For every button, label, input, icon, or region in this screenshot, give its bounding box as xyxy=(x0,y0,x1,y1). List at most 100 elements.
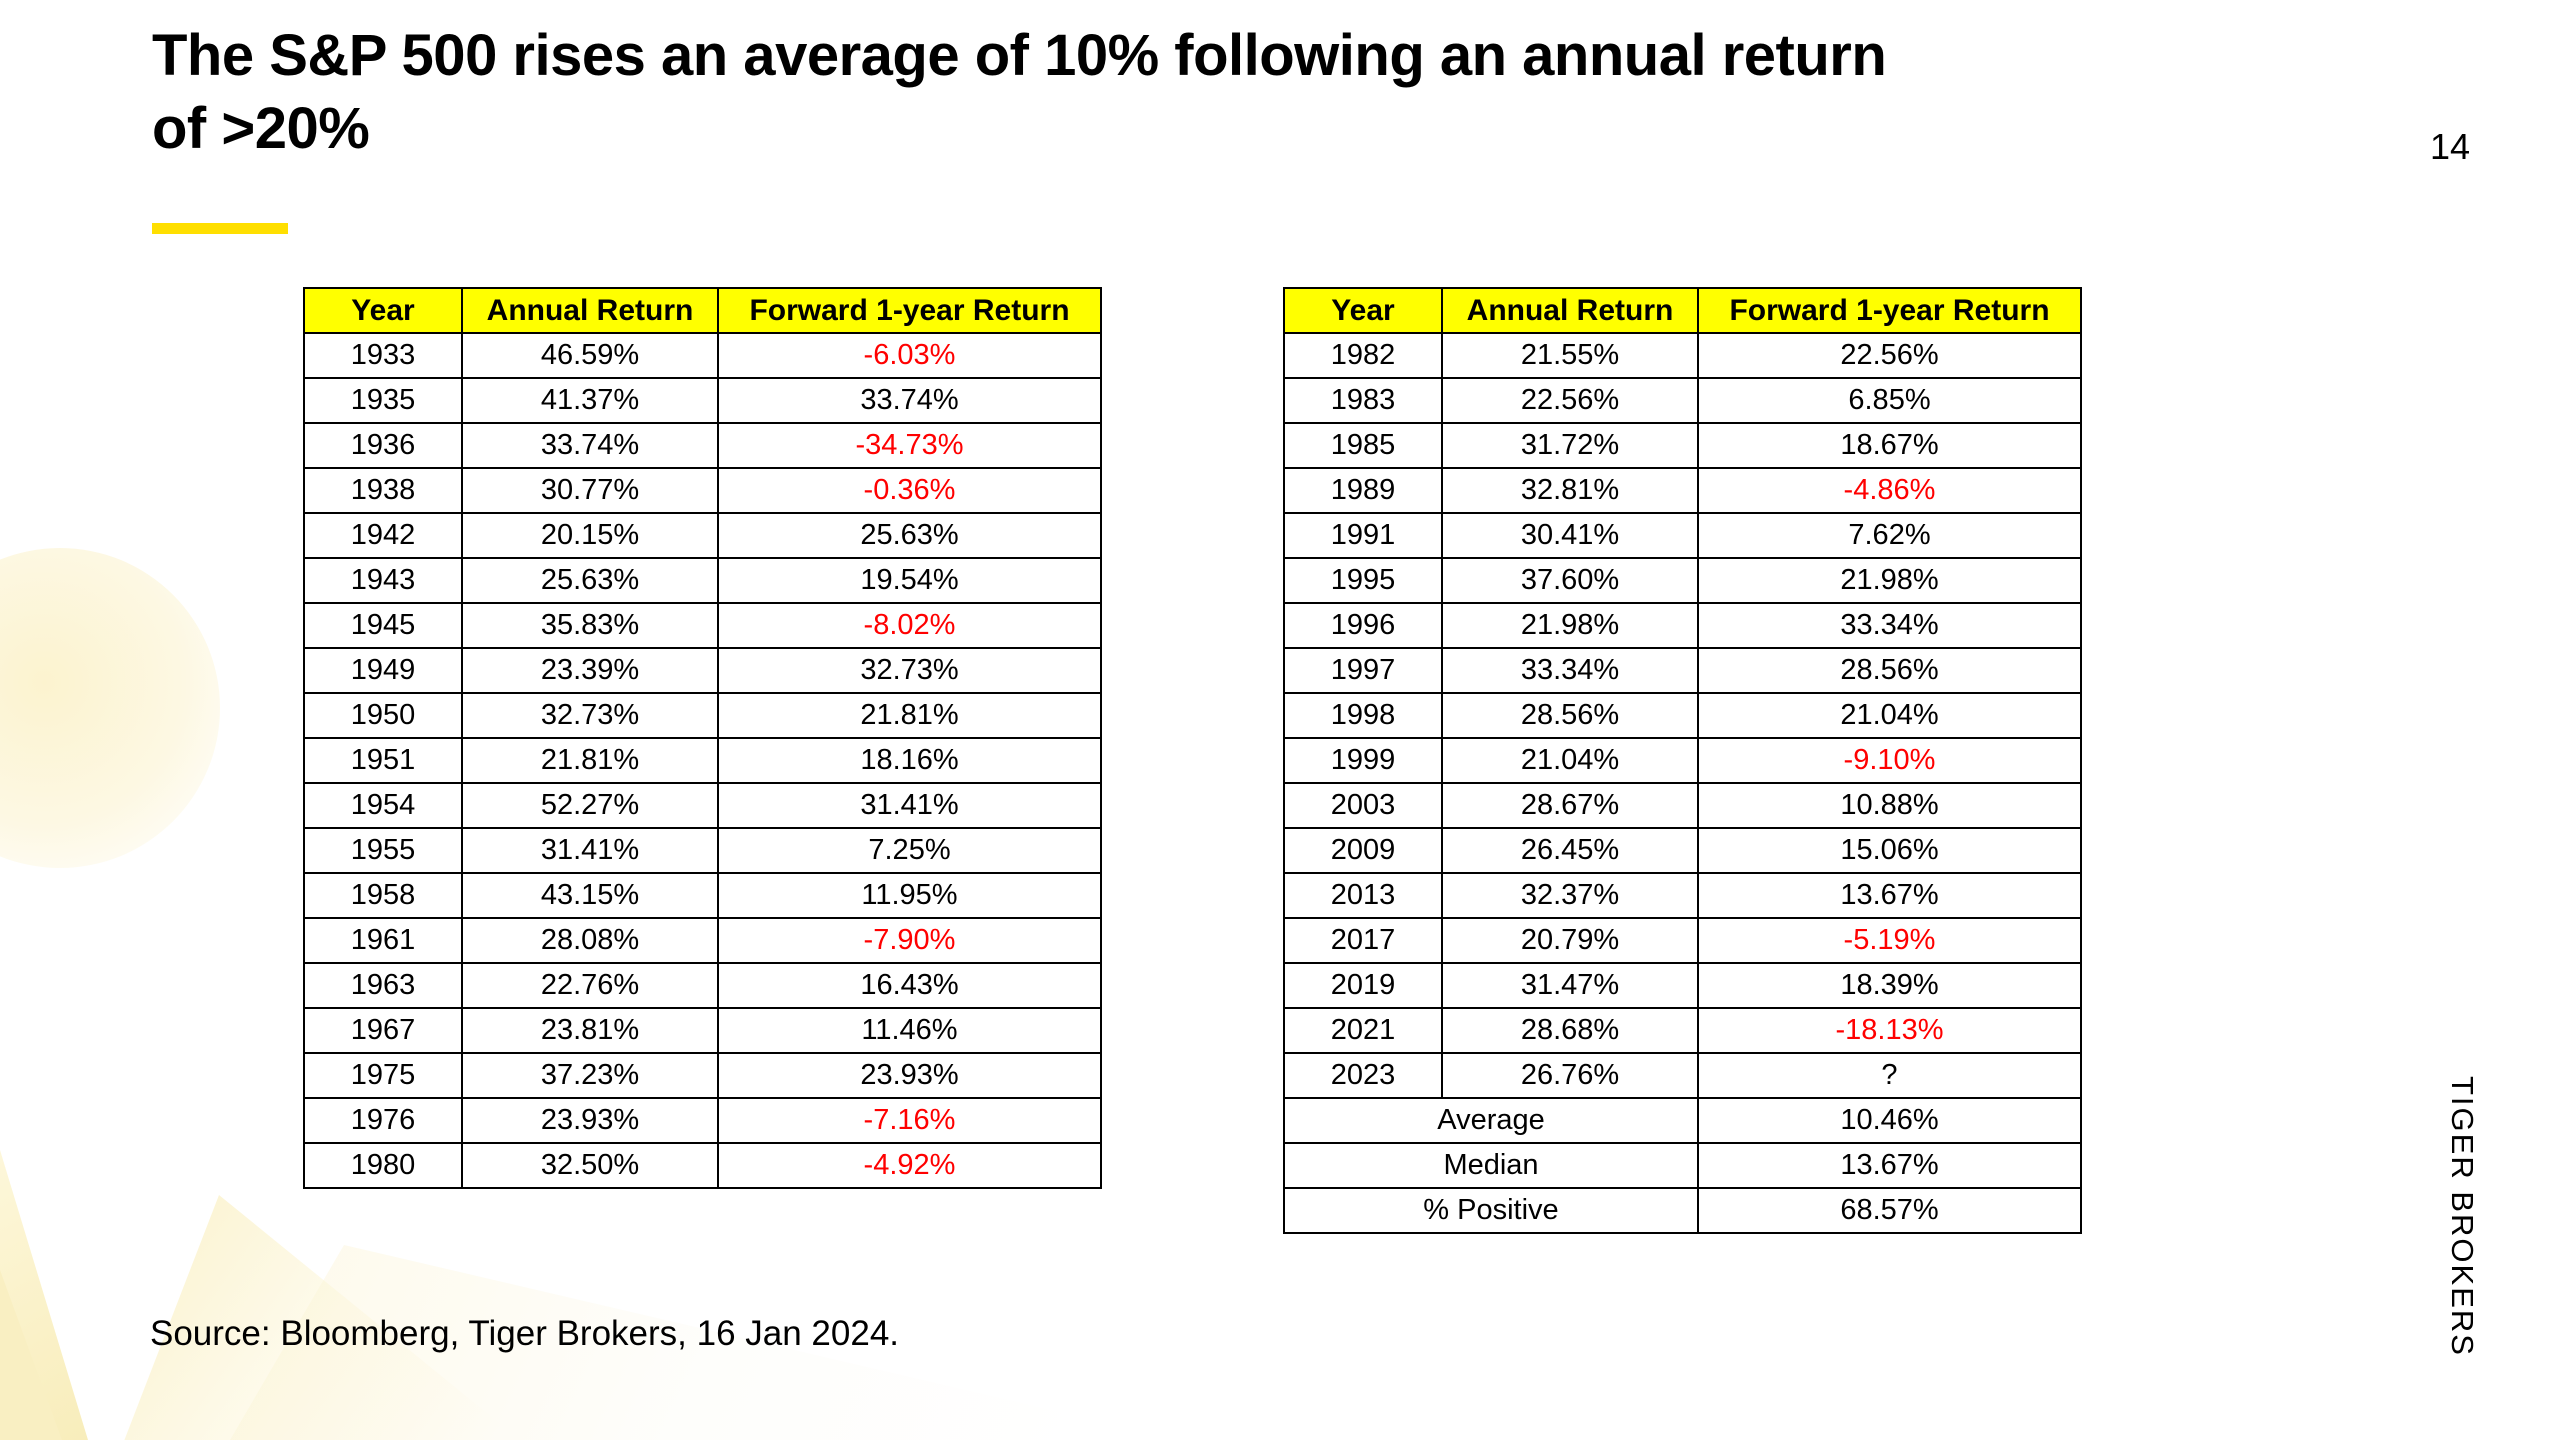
table-row: 1949 23.39% 32.73% xyxy=(303,647,1102,694)
forward-return-cell: -4.92% xyxy=(717,1142,1102,1189)
table-row: 2017 20.79% -5.19% xyxy=(1283,917,2082,964)
year-cell: 1995 xyxy=(1283,557,1443,604)
forward-return-cell: ? xyxy=(1697,1052,2082,1099)
annual-return-cell: 23.81% xyxy=(461,1007,719,1054)
table-row: 1983 22.56% 6.85% xyxy=(1283,377,2082,424)
year-cell: 1933 xyxy=(303,332,463,379)
annual-return-cell: 31.41% xyxy=(461,827,719,874)
table-row: 2021 28.68% -18.13% xyxy=(1283,1007,2082,1054)
forward-return-cell: 19.54% xyxy=(717,557,1102,604)
table-header-cell: Annual Return xyxy=(1441,287,1699,334)
year-cell: 1951 xyxy=(303,737,463,784)
summary-label-cell: Median xyxy=(1283,1142,1699,1189)
annual-return-cell: 31.47% xyxy=(1441,962,1699,1009)
page-title-line-1: The S&P 500 rises an average of 10% foll… xyxy=(152,23,1887,88)
table-row: 1942 20.15% 25.63% xyxy=(303,512,1102,559)
table-header-row: Year Annual Return Forward 1-year Return xyxy=(1283,287,2082,334)
table-header-cell: Year xyxy=(303,287,463,334)
table-row: 1954 52.27% 31.41% xyxy=(303,782,1102,829)
table-row: 1967 23.81% 11.46% xyxy=(303,1007,1102,1054)
forward-return-cell: -18.13% xyxy=(1697,1007,2082,1054)
year-cell: 1961 xyxy=(303,917,463,964)
table-row: 1996 21.98% 33.34% xyxy=(1283,602,2082,649)
page-title: The S&P 500 rises an average of 10% foll… xyxy=(152,20,2452,165)
annual-return-cell: 26.76% xyxy=(1441,1052,1699,1099)
year-cell: 1938 xyxy=(303,467,463,514)
table-row: 1963 22.76% 16.43% xyxy=(303,962,1102,1009)
table-row: 1945 35.83% -8.02% xyxy=(303,602,1102,649)
table-row: 1936 33.74% -34.73% xyxy=(303,422,1102,469)
annual-return-cell: 37.23% xyxy=(461,1052,719,1099)
annual-return-cell: 21.81% xyxy=(461,737,719,784)
forward-return-cell: 21.81% xyxy=(717,692,1102,739)
annual-return-cell: 20.15% xyxy=(461,512,719,559)
summary-label-cell: Average xyxy=(1283,1097,1699,1144)
table-row: 1989 32.81% -4.86% xyxy=(1283,467,2082,514)
forward-return-cell: -6.03% xyxy=(717,332,1102,379)
forward-return-cell: 31.41% xyxy=(717,782,1102,829)
forward-return-cell: 15.06% xyxy=(1697,827,2082,874)
annual-return-cell: 23.93% xyxy=(461,1097,719,1144)
year-cell: 1997 xyxy=(1283,647,1443,694)
annual-return-cell: 46.59% xyxy=(461,332,719,379)
year-cell: 1967 xyxy=(303,1007,463,1054)
annual-return-cell: 32.37% xyxy=(1441,872,1699,919)
table-row: 1935 41.37% 33.74% xyxy=(303,377,1102,424)
annual-return-cell: 35.83% xyxy=(461,602,719,649)
annual-return-cell: 33.74% xyxy=(461,422,719,469)
annual-return-cell: 30.77% xyxy=(461,467,719,514)
forward-return-cell: 33.34% xyxy=(1697,602,2082,649)
year-cell: 2017 xyxy=(1283,917,1443,964)
forward-return-cell: 13.67% xyxy=(1697,872,2082,919)
year-cell: 1942 xyxy=(303,512,463,559)
forward-return-cell: -5.19% xyxy=(1697,917,2082,964)
table-row: 2013 32.37% 13.67% xyxy=(1283,872,2082,919)
forward-return-cell: 25.63% xyxy=(717,512,1102,559)
table-row: 1995 37.60% 21.98% xyxy=(1283,557,2082,604)
summary-label-cell: % Positive xyxy=(1283,1187,1699,1234)
forward-return-cell: 10.88% xyxy=(1697,782,2082,829)
annual-return-cell: 28.68% xyxy=(1441,1007,1699,1054)
year-cell: 1975 xyxy=(303,1052,463,1099)
page-number: 14 xyxy=(2430,126,2471,167)
table-row: 2019 31.47% 18.39% xyxy=(1283,962,2082,1009)
year-cell: 1976 xyxy=(303,1097,463,1144)
forward-return-cell: -9.10% xyxy=(1697,737,2082,784)
year-cell: 1936 xyxy=(303,422,463,469)
annual-return-cell: 32.50% xyxy=(461,1142,719,1189)
annual-return-cell: 28.08% xyxy=(461,917,719,964)
table-header-cell: Annual Return xyxy=(461,287,719,334)
summary-row: Median 13.67% xyxy=(1283,1142,2082,1189)
table-row: 1961 28.08% -7.90% xyxy=(303,917,1102,964)
annual-return-cell: 41.37% xyxy=(461,377,719,424)
forward-return-cell: 18.67% xyxy=(1697,422,2082,469)
annual-return-cell: 32.81% xyxy=(1441,467,1699,514)
table-row: 1991 30.41% 7.62% xyxy=(1283,512,2082,559)
year-cell: 2009 xyxy=(1283,827,1443,874)
table-header-cell: Forward 1-year Return xyxy=(717,287,1102,334)
returns-table-left: Year Annual Return Forward 1-year Return 19… xyxy=(303,287,1102,1189)
annual-return-cell: 28.67% xyxy=(1441,782,1699,829)
forward-return-cell: 28.56% xyxy=(1697,647,2082,694)
annual-return-cell: 22.56% xyxy=(1441,377,1699,424)
table-row: 1938 30.77% -0.36% xyxy=(303,467,1102,514)
year-cell: 1945 xyxy=(303,602,463,649)
year-cell: 1982 xyxy=(1283,332,1443,379)
forward-return-cell: 6.85% xyxy=(1697,377,2082,424)
forward-return-cell: 23.93% xyxy=(717,1052,1102,1099)
annual-return-cell: 28.56% xyxy=(1441,692,1699,739)
forward-return-cell: 33.74% xyxy=(717,377,1102,424)
year-cell: 1943 xyxy=(303,557,463,604)
year-cell: 2019 xyxy=(1283,962,1443,1009)
annual-return-cell: 26.45% xyxy=(1441,827,1699,874)
table-row: 1980 32.50% -4.92% xyxy=(303,1142,1102,1189)
forward-return-cell: 11.46% xyxy=(717,1007,1102,1054)
annual-return-cell: 33.34% xyxy=(1441,647,1699,694)
forward-return-cell: 16.43% xyxy=(717,962,1102,1009)
forward-return-cell: 21.98% xyxy=(1697,557,2082,604)
summary-row: Average 10.46% xyxy=(1283,1097,2082,1144)
table-row: 1997 33.34% 28.56% xyxy=(1283,647,2082,694)
table-row: 1943 25.63% 19.54% xyxy=(303,557,1102,604)
year-cell: 1983 xyxy=(1283,377,1443,424)
table-header-cell: Forward 1-year Return xyxy=(1697,287,2082,334)
